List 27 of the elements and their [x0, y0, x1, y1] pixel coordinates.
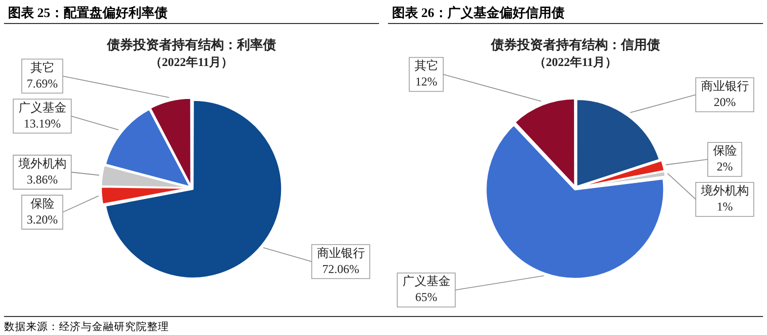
slice-label: 广义基金: [18, 100, 66, 114]
chart-title: 债券投资者持有结构：利率债: [106, 37, 276, 52]
slice-label: 保险: [712, 143, 737, 158]
source-note: 数据来源：经济与金融研究院整理: [4, 320, 170, 334]
data-label: 3.20%: [26, 212, 58, 226]
data-label: 1%: [716, 199, 733, 214]
slice-label: 商业银行: [316, 246, 365, 260]
data-label: 7.69%: [26, 76, 58, 90]
data-label: 3.86%: [26, 172, 58, 186]
data-label: 12%: [415, 74, 438, 89]
text: 图表 26：广义基金偏好信用债: [388, 0, 763, 24]
slice-label: 广义基金: [402, 274, 450, 288]
chart-subtitle: （2022年11月）: [534, 54, 618, 69]
slice-label: 其它: [414, 58, 438, 73]
chart-title: 债券投资者持有结构：信用债: [490, 37, 660, 52]
slice-label: 境外机构: [700, 183, 749, 198]
chart-subtitle: （2022年11月）: [150, 54, 234, 69]
slice-label: 境外机构: [17, 156, 66, 170]
data-label: 65%: [415, 290, 438, 304]
data-label: 2%: [716, 159, 733, 174]
slice-label: 商业银行: [700, 78, 749, 93]
slice-label: 其它: [30, 60, 54, 74]
data-label: 13.19%: [24, 116, 61, 130]
data-label: 72.06%: [322, 262, 360, 276]
text: 图表 25：配置盘偏好利率债: [4, 0, 379, 24]
slice-label: 保险: [30, 196, 54, 210]
data-label: 20%: [714, 94, 736, 109]
